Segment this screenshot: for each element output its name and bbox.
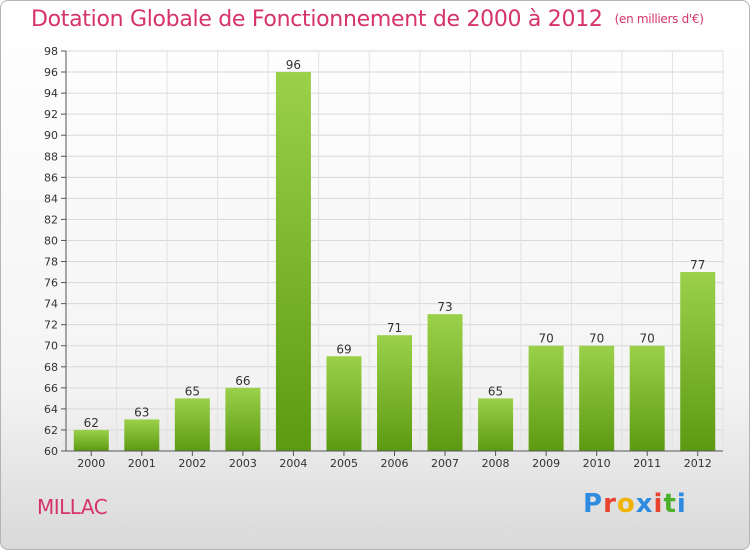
data-label: 71 xyxy=(387,321,402,335)
axes: 60 62 64 66 68 70 72 74 76 78 80 82 84 86 88 90 92 94 96 98… xyxy=(44,45,723,470)
data-label: 65 xyxy=(185,384,200,398)
bar-2008 xyxy=(478,398,514,451)
title-text: Dotation Globale de Fonctionnement de 20… xyxy=(31,7,603,32)
x-tick-label: 2006 xyxy=(381,457,409,470)
y-tick-label: 92 xyxy=(44,108,58,121)
y-tick-label: 98 xyxy=(44,45,58,58)
data-label: 62 xyxy=(84,416,99,430)
y-tick-label: 76 xyxy=(44,277,58,290)
y-tick-label: 94 xyxy=(44,87,58,100)
unit-label: (en milliers d'€) xyxy=(614,12,704,26)
data-label: 96 xyxy=(286,58,301,72)
bar-2009 xyxy=(528,345,564,451)
x-tick-label: 2002 xyxy=(178,457,206,470)
x-tick-label: 2011 xyxy=(633,457,661,470)
chart-title: Dotation Globale de Fonctionnement de 20… xyxy=(31,7,704,32)
x-tick-label: 2010 xyxy=(583,457,611,470)
logo-letter: x xyxy=(635,489,654,519)
logo-letter: P xyxy=(583,489,604,519)
bar-2000 xyxy=(73,429,109,451)
y-tick-label: 86 xyxy=(44,171,58,184)
x-tick-label: 2003 xyxy=(229,457,257,470)
y-tick-label: 68 xyxy=(44,361,58,374)
y-tick-label: 74 xyxy=(44,298,58,311)
data-label: 73 xyxy=(437,300,452,314)
y-tick-label: 90 xyxy=(44,129,58,142)
y-tick-label: 84 xyxy=(44,192,58,205)
y-tick-label: 66 xyxy=(44,382,58,395)
data-label: 70 xyxy=(538,332,553,346)
data-label: 70 xyxy=(640,332,655,346)
bar-2010 xyxy=(579,345,615,451)
y-tick-label: 82 xyxy=(44,213,58,226)
logo-letter: r xyxy=(603,489,617,519)
bar-2003 xyxy=(225,387,261,451)
x-tick-label: 2004 xyxy=(279,457,307,470)
bar-2011 xyxy=(629,345,665,451)
y-tick-label: 78 xyxy=(44,256,58,269)
data-label: 69 xyxy=(336,342,351,356)
logo-letter: t xyxy=(663,489,677,519)
town-name: MILLAC xyxy=(37,495,108,519)
y-tick-label: 64 xyxy=(44,403,58,416)
x-tick-label: 2008 xyxy=(482,457,510,470)
y-tick-label: 88 xyxy=(44,150,58,163)
bars: 62 63 65 66 96 69 71 73 65 70 70 70 77 xyxy=(73,58,716,451)
logo-letter: i xyxy=(653,489,664,519)
bar-2012 xyxy=(680,272,716,451)
x-tick-label: 2007 xyxy=(431,457,459,470)
y-tick-label: 72 xyxy=(44,319,58,332)
data-label: 77 xyxy=(690,258,705,272)
x-tick-label: 2000 xyxy=(77,457,105,470)
x-tick-label: 2001 xyxy=(128,457,156,470)
y-tick-label: 96 xyxy=(44,66,58,79)
proxiti-logo[interactable]: Proxiti xyxy=(583,489,687,519)
data-label: 65 xyxy=(488,384,503,398)
data-label: 66 xyxy=(235,374,250,388)
x-tick-label: 2009 xyxy=(532,457,560,470)
x-tick-label: 2012 xyxy=(684,457,712,470)
bar-2007 xyxy=(427,314,463,451)
bar-2001 xyxy=(124,419,160,451)
y-tick-label: 62 xyxy=(44,424,58,437)
y-tick-label: 80 xyxy=(44,234,58,247)
y-tick-label: 60 xyxy=(44,445,58,458)
logo-letter: o xyxy=(616,489,636,519)
y-tick-label: 70 xyxy=(44,340,58,353)
x-tick-label: 2005 xyxy=(330,457,358,470)
logo-letter: i xyxy=(676,489,687,519)
bar-2004 xyxy=(275,72,311,451)
bar-2006 xyxy=(377,335,412,451)
data-label: 70 xyxy=(589,332,604,346)
bar-2002 xyxy=(174,398,210,451)
data-label: 63 xyxy=(134,405,149,419)
bar-2005 xyxy=(326,356,362,451)
